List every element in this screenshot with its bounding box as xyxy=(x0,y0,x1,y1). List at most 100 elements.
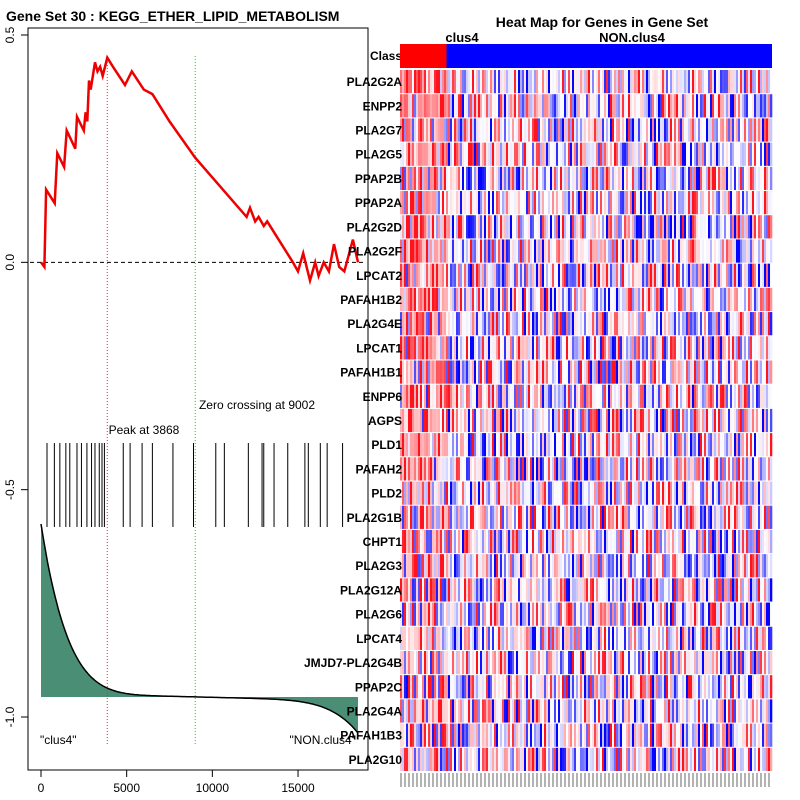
heatmap-cell xyxy=(560,650,563,675)
heatmap-cell xyxy=(736,578,739,602)
heatmap-cell xyxy=(520,336,523,360)
heatmap-cell xyxy=(406,602,409,626)
heatmap-cell xyxy=(564,384,567,408)
heatmap-cell xyxy=(506,481,509,505)
heatmap-cell xyxy=(690,70,693,94)
heatmap-cell xyxy=(404,602,407,626)
heatmap-cell xyxy=(654,675,657,699)
heatmap-cell xyxy=(414,626,417,650)
heatmap-cell xyxy=(506,650,509,675)
heatmap-cell xyxy=(422,457,425,481)
heatmap-cell xyxy=(448,650,451,675)
heatmap-cell xyxy=(724,94,727,118)
heatmap-cell xyxy=(564,118,567,142)
heatmap-cell xyxy=(606,505,609,529)
heatmap-cell xyxy=(672,457,675,481)
heatmap-cell xyxy=(494,433,497,457)
heatmap-cell xyxy=(470,578,473,602)
heatmap-cell xyxy=(448,554,451,578)
heatmap-cell xyxy=(534,529,537,554)
heatmap-cell xyxy=(598,118,601,142)
heatmap-cell xyxy=(430,699,433,723)
heatmap-cell xyxy=(672,529,675,554)
heatmap-cell xyxy=(680,360,683,384)
heatmap-cell xyxy=(644,408,647,433)
heatmap-cell xyxy=(664,578,667,602)
heatmap-cell xyxy=(566,166,569,191)
heatmap-cell xyxy=(526,505,529,529)
heatmap-cell xyxy=(432,457,435,481)
heatmap-cell xyxy=(552,142,555,166)
heatmap-cell xyxy=(728,554,731,578)
heatmap-cell xyxy=(526,312,529,336)
heatmap-cell xyxy=(672,554,675,578)
heatmap-cell xyxy=(608,408,611,433)
heatmap-cell xyxy=(464,408,467,433)
heatmap-cell xyxy=(466,481,469,505)
heatmap-cell xyxy=(640,602,643,626)
heatmap-cell xyxy=(414,239,417,263)
heatmap-cell xyxy=(436,481,439,505)
heatmap-cell xyxy=(520,312,523,336)
heatmap-cell xyxy=(606,408,609,433)
heatmap-cell xyxy=(664,602,667,626)
heatmap-cell xyxy=(600,529,603,554)
heatmap-cell xyxy=(656,650,659,675)
heatmap-cell xyxy=(438,699,441,723)
heatmap-cell xyxy=(526,408,529,433)
heatmap-cell xyxy=(708,70,711,94)
heatmap-cell xyxy=(530,287,533,312)
heatmap-cell xyxy=(536,529,539,554)
heatmap-cell xyxy=(418,626,421,650)
heatmap-cell xyxy=(600,505,603,529)
heatmap-cell xyxy=(492,166,495,191)
heatmap-cell xyxy=(758,650,761,675)
heatmap-cell xyxy=(408,215,411,239)
heatmap-cell xyxy=(658,142,661,166)
heatmap-cell xyxy=(574,699,577,723)
heatmap-cell xyxy=(496,529,499,554)
heatmap-cell xyxy=(650,554,653,578)
heatmap-cell xyxy=(738,312,741,336)
heatmap-cell xyxy=(492,263,495,287)
heatmap-cell xyxy=(418,675,421,699)
heatmap-cell xyxy=(626,457,629,481)
heatmap-cell xyxy=(580,408,583,433)
heatmap-cell xyxy=(450,94,453,118)
heatmap-cell xyxy=(750,384,753,408)
heatmap-cell xyxy=(528,554,531,578)
heatmap-cell xyxy=(544,408,547,433)
heatmap-cell xyxy=(708,312,711,336)
heatmap-cell xyxy=(676,505,679,529)
heatmap-cell xyxy=(750,481,753,505)
heatmap-cell xyxy=(720,384,723,408)
heatmap-cell xyxy=(708,263,711,287)
heatmap-cell xyxy=(472,675,475,699)
heatmap-cell xyxy=(562,626,565,650)
heatmap-cell xyxy=(560,408,563,433)
heatmap-cell xyxy=(528,287,531,312)
heatmap-cell xyxy=(620,191,623,215)
heatmap-cell xyxy=(534,602,537,626)
heatmap-cell xyxy=(582,626,585,650)
heatmap-cell xyxy=(516,529,519,554)
heatmap-cell xyxy=(684,457,687,481)
heatmap-cell xyxy=(676,215,679,239)
heatmap-cell xyxy=(668,336,671,360)
heatmap-cell xyxy=(692,336,695,360)
heatmap-cell xyxy=(702,529,705,554)
heatmap-cell xyxy=(634,481,637,505)
heatmap-cell xyxy=(422,215,425,239)
heatmap-cell xyxy=(756,505,759,529)
heatmap-cell xyxy=(624,481,627,505)
heatmap-cell xyxy=(536,215,539,239)
heatmap-cell xyxy=(562,505,565,529)
heatmap-cell xyxy=(534,457,537,481)
heatmap-cell xyxy=(660,239,663,263)
heatmap-cell xyxy=(644,578,647,602)
heatmap-cell xyxy=(450,505,453,529)
heatmap-cell xyxy=(480,529,483,554)
heatmap-cell xyxy=(602,142,605,166)
heatmap-cell xyxy=(406,287,409,312)
heatmap-cell xyxy=(506,433,509,457)
